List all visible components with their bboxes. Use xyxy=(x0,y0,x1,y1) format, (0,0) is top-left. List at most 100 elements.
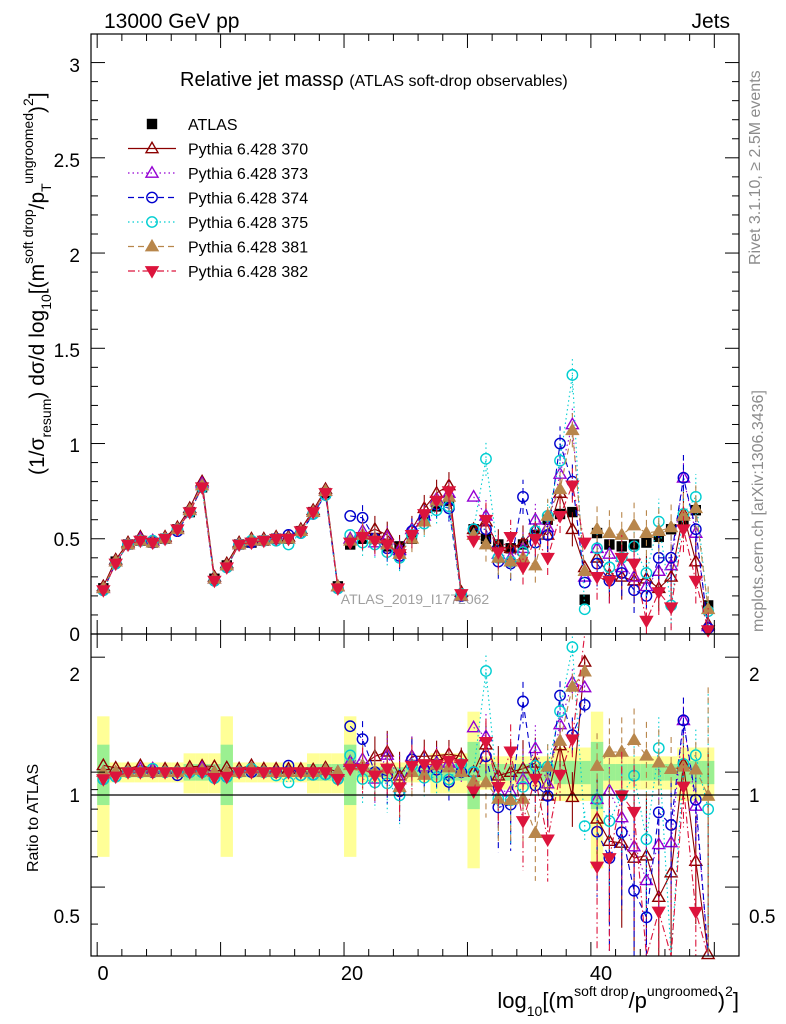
y-tick-label-2: 2 xyxy=(69,246,80,267)
ratio-tick-label-2-right: 2 xyxy=(749,665,760,686)
ratio-point xyxy=(454,759,469,772)
ratio-point xyxy=(108,771,123,785)
ratio-point xyxy=(651,836,666,850)
ylabel-sub: resum xyxy=(38,399,54,438)
data-point xyxy=(491,547,506,560)
legend-item-5: Pythia 6.428 381 xyxy=(128,238,308,257)
data-point xyxy=(589,521,605,535)
ratio-point xyxy=(367,770,383,784)
x-axis-label: log10[(msoft drop/pungroomed)2] xyxy=(497,983,739,1019)
series-line xyxy=(596,477,709,629)
ratio-point xyxy=(517,695,529,708)
xlabel-rest: [(m xyxy=(542,988,574,1013)
ratio-point xyxy=(305,767,321,780)
data-point xyxy=(578,576,591,589)
chart-title: Relative jet massρ (ATLAS soft-drop obse… xyxy=(180,69,568,91)
data-point xyxy=(454,589,469,602)
ratio-point xyxy=(577,664,592,677)
data-point xyxy=(626,517,642,531)
data-point xyxy=(540,552,555,566)
data-point xyxy=(591,542,603,555)
ratio-point xyxy=(145,767,160,780)
ratio-point xyxy=(404,760,420,774)
ratio-tick-label-2-left: 2 xyxy=(69,665,80,686)
data-point xyxy=(219,562,234,575)
data-point xyxy=(478,536,494,550)
data-point xyxy=(355,531,370,545)
data-point xyxy=(565,521,580,535)
data-point xyxy=(554,454,566,467)
data-point xyxy=(663,569,679,582)
legend-marker xyxy=(146,216,158,228)
ratio-point xyxy=(207,773,222,786)
main-panel-data xyxy=(96,357,716,638)
ratio-point xyxy=(640,911,653,924)
ratio-point xyxy=(120,767,136,780)
ratio-point xyxy=(702,803,715,816)
data-point xyxy=(182,507,197,520)
data-point xyxy=(108,558,123,572)
data-point xyxy=(640,567,653,579)
ratio-tick-label-1-left: 1 xyxy=(69,786,80,807)
ratio-series-line xyxy=(596,763,709,955)
ylabel-sup2: ungroomed xyxy=(20,113,36,184)
ratio-point xyxy=(182,767,197,780)
series-line xyxy=(102,481,215,589)
ratio-point xyxy=(578,698,591,711)
ylabel-f: ] xyxy=(26,92,49,98)
ratio-point xyxy=(355,763,370,777)
legend-marker xyxy=(144,140,160,154)
data-point xyxy=(330,583,346,596)
ratio-point xyxy=(676,781,691,795)
series-line xyxy=(102,483,215,589)
legend-marker xyxy=(144,266,160,279)
data-point xyxy=(552,511,568,524)
ratio-point xyxy=(441,755,457,769)
ratio-series-line xyxy=(103,769,215,773)
data-point xyxy=(651,523,666,537)
ratio-point xyxy=(478,774,494,788)
ratio-point xyxy=(665,819,678,831)
ratio-series-line xyxy=(473,681,585,793)
ratio-point xyxy=(688,762,704,775)
data-point xyxy=(231,539,247,553)
ratio-point xyxy=(466,719,481,733)
ratio-series-line xyxy=(596,786,709,957)
analysis-watermark: ATLAS_2019_I1772062 xyxy=(341,591,490,607)
data-point xyxy=(293,526,309,539)
ratio-point xyxy=(700,946,716,960)
ratio-point xyxy=(268,767,284,780)
ratio-point xyxy=(651,906,666,920)
ratio-point xyxy=(480,665,492,677)
xlabel-sub: 10 xyxy=(527,1003,543,1019)
legend-label: Pythia 6.428 382 xyxy=(188,264,308,281)
ratio-series-line xyxy=(226,768,338,773)
ratio-series-3 xyxy=(97,681,709,957)
legend-marker xyxy=(144,238,160,252)
data-point xyxy=(552,481,568,495)
legend-item-3: Pythia 6.428 374 xyxy=(128,191,308,208)
ylabel-e: ) xyxy=(26,106,49,113)
data-point xyxy=(565,480,580,494)
legend-label: Pythia 6.428 375 xyxy=(188,215,308,232)
ratio-point xyxy=(602,853,617,866)
legend-item-6: Pythia 6.428 382 xyxy=(128,264,308,281)
series-6 xyxy=(96,468,716,638)
ratio-point xyxy=(528,825,543,839)
ratio-point xyxy=(540,759,555,772)
ratio-series-line xyxy=(226,771,339,780)
series-line xyxy=(102,485,215,591)
ratio-point xyxy=(281,767,296,780)
data-point xyxy=(515,562,531,575)
data-point xyxy=(207,575,222,589)
ratio-series-line xyxy=(350,764,462,789)
ylabel-b: ) dσ/d log xyxy=(26,310,49,399)
ratio-point xyxy=(515,816,531,829)
ratio-point xyxy=(429,759,444,773)
data-point xyxy=(441,486,457,499)
data-point xyxy=(639,615,654,629)
data-point xyxy=(565,422,580,436)
data-point xyxy=(268,533,284,547)
ratio-point xyxy=(342,763,358,777)
